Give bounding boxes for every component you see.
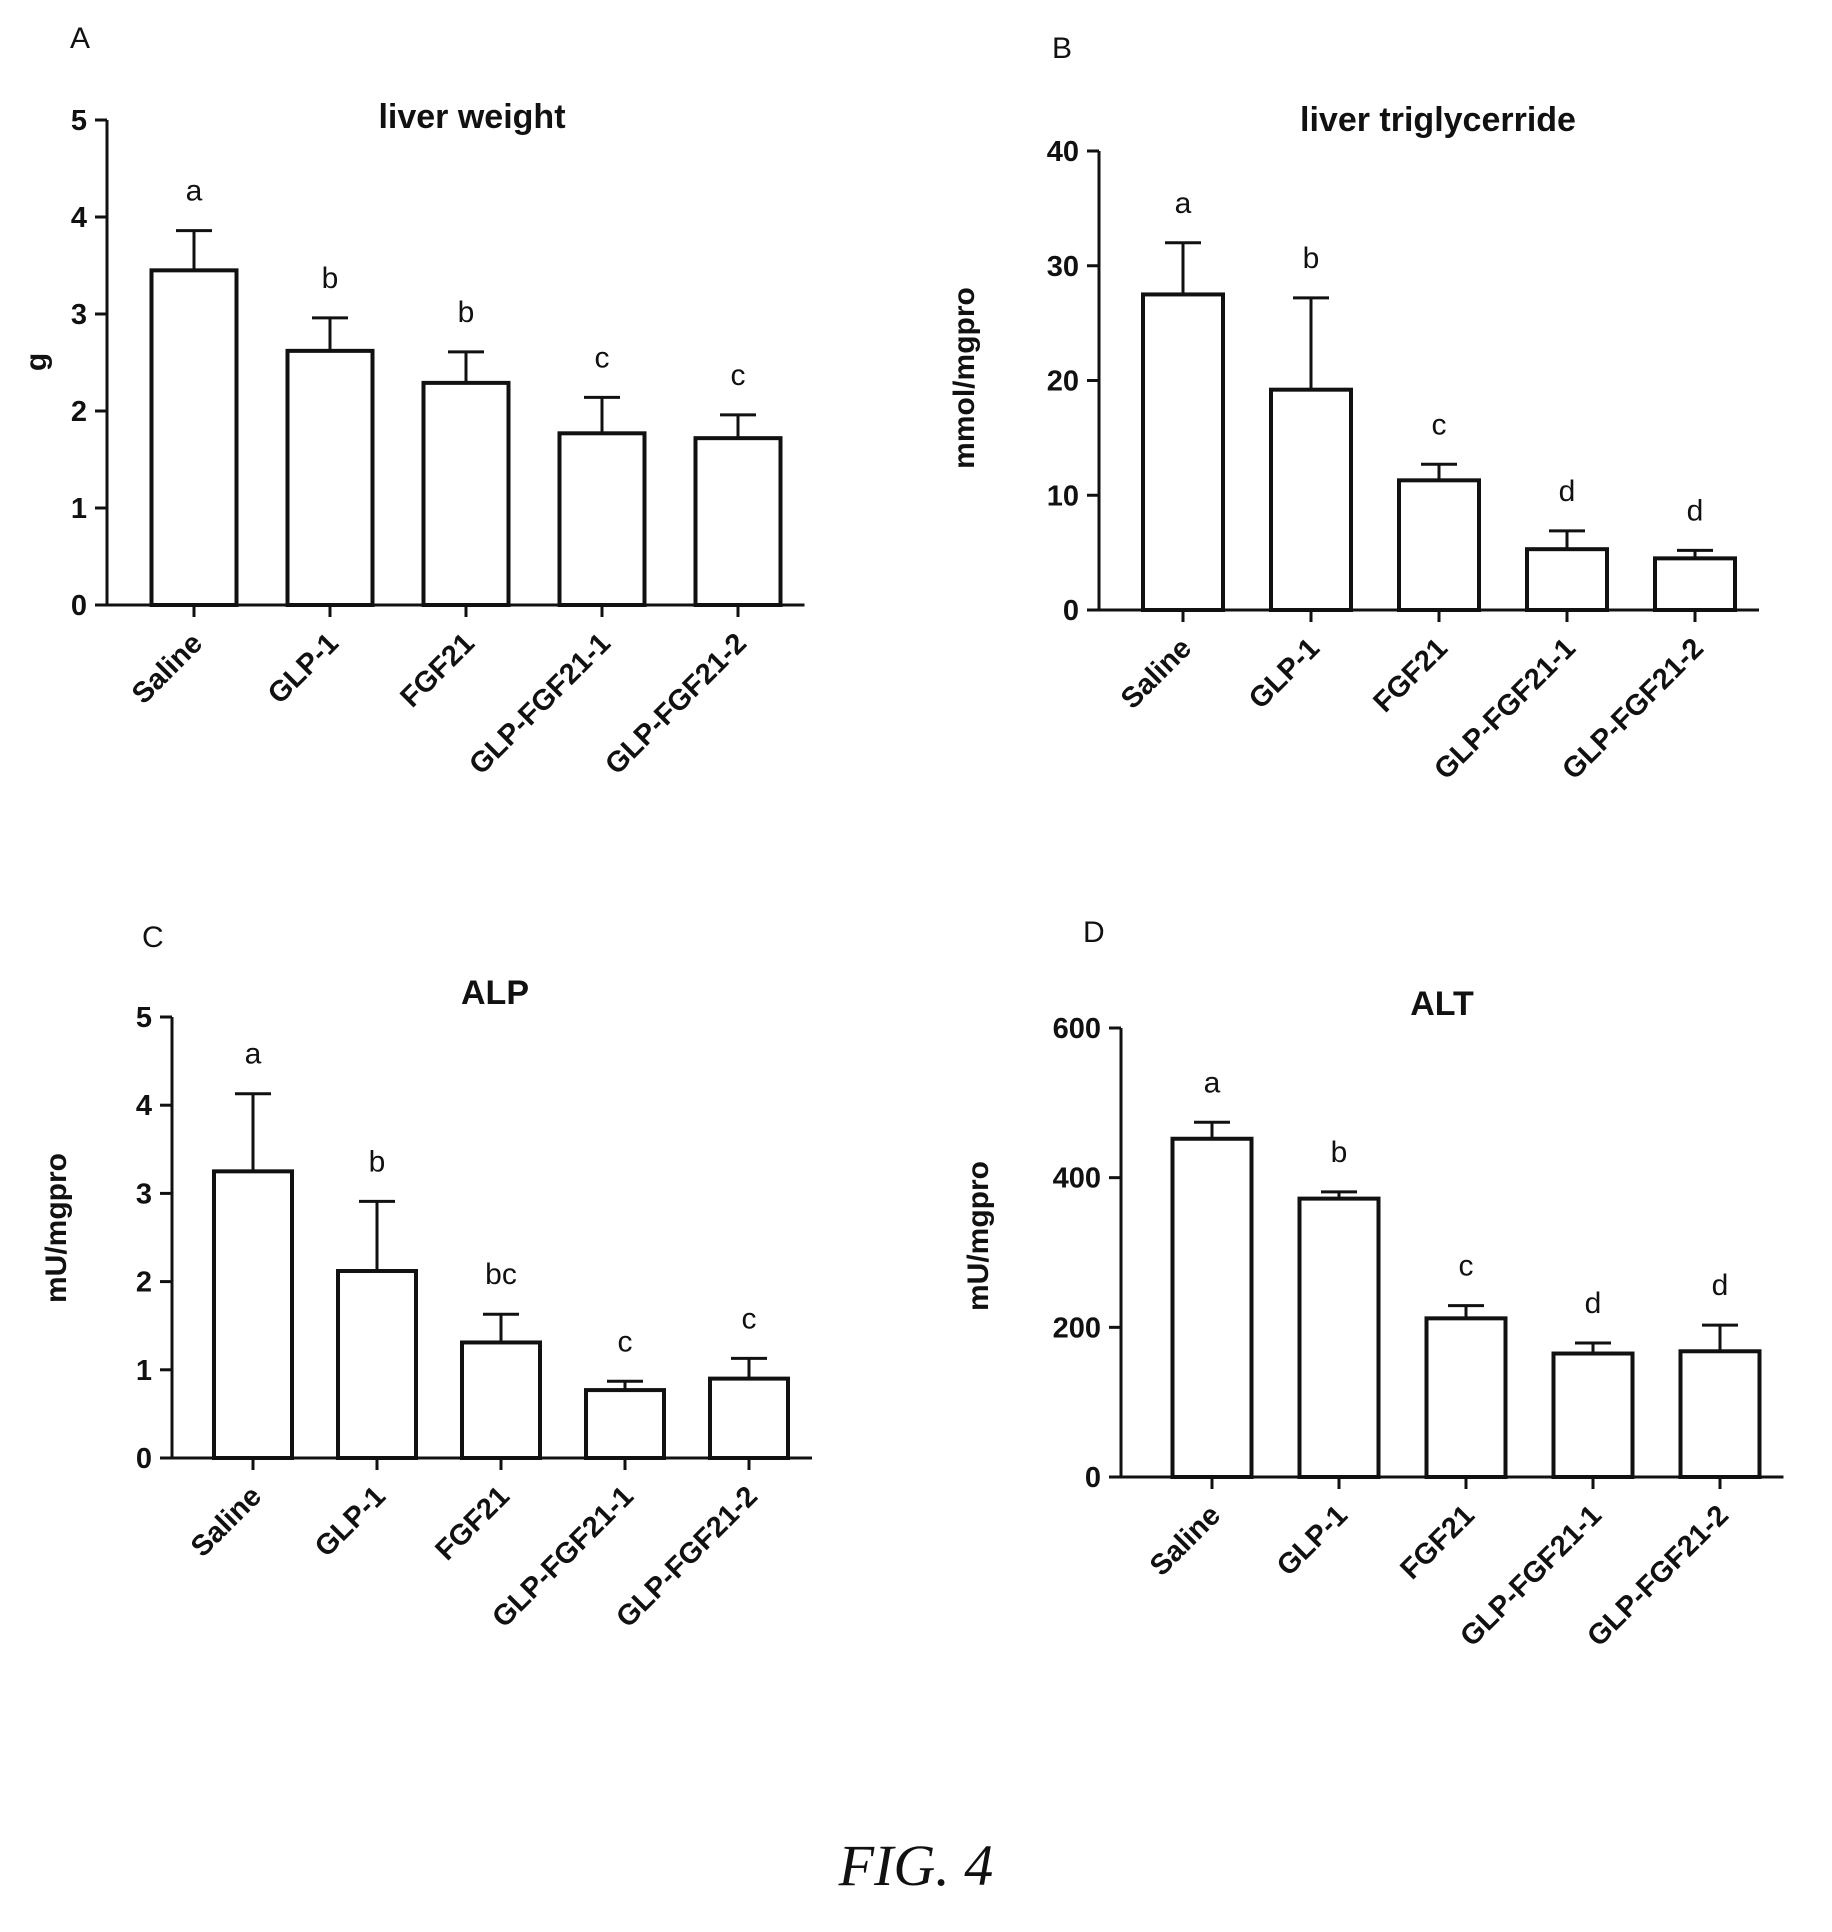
panel-d-significance-letter: b xyxy=(1331,1136,1348,1169)
panel-a-chart: liver weight g 0 1 2 3 4 5 a Saline b GLP-1 b FGF21… xyxy=(20,98,805,781)
panel-d-category-label: Saline xyxy=(1144,1499,1227,1582)
panel-d-significance-letter: d xyxy=(1712,1269,1729,1302)
panel-a-y-tick-label: 0 xyxy=(71,590,87,622)
panel-c-category-label: FGF21 xyxy=(430,1480,516,1566)
panel-b-bar xyxy=(1141,292,1225,612)
panel-d-bar xyxy=(1424,1316,1508,1480)
panel-b-significance-letter: c xyxy=(1432,408,1447,441)
panel-d-significance-letter: a xyxy=(1204,1066,1221,1099)
panel-b-category-label: FGF21 xyxy=(1368,632,1454,718)
panel-b-title: liver triglycerride xyxy=(1300,101,1576,139)
panel-a-category-label: FGF21 xyxy=(395,627,481,713)
panel-b-significance-letter: b xyxy=(1303,242,1320,275)
panel-c-significance-letter: c xyxy=(618,1325,633,1358)
panel-b-y-axis-label: mmol/mgpro xyxy=(948,287,981,469)
panel-b-significance-letter: d xyxy=(1687,494,1704,527)
panel-c-y-axis-label: mU/mgpro xyxy=(40,1153,73,1303)
panel-c-bar xyxy=(708,1376,790,1460)
panel-c-category-label: Saline xyxy=(185,1480,268,1563)
panel-d-significance-letter: d xyxy=(1585,1287,1602,1320)
panel-c-bar xyxy=(212,1169,294,1460)
panel-d-bar xyxy=(1551,1351,1635,1480)
panel-c-category-label: GLP-1 xyxy=(309,1480,392,1563)
panel-a-y-tick-label: 3 xyxy=(71,299,87,331)
panel-a-category-label: Saline xyxy=(126,627,209,710)
panel-c-significance-letter: c xyxy=(742,1302,757,1335)
panel-a-significance-letter: b xyxy=(322,262,339,295)
panel-a-y-tick-label: 2 xyxy=(71,396,87,428)
panel-b-bar xyxy=(1525,547,1609,612)
panel-c-y-tick-label: 3 xyxy=(136,1178,152,1210)
panel-a-y-tick-label: 1 xyxy=(71,493,87,525)
panel-a-category-label: GLP-FGF21-1 xyxy=(463,627,617,781)
panel-a-y-tick-label: 5 xyxy=(71,105,87,137)
panel-b-y-tick-label: 10 xyxy=(1047,480,1079,512)
panel-a-category-label: GLP-FGF21-2 xyxy=(599,627,753,781)
panel-c-bar xyxy=(584,1388,666,1461)
panel-d-significance-letter: c xyxy=(1459,1250,1474,1283)
panel-c-y-tick-label: 1 xyxy=(136,1355,152,1387)
panel-b-significance-letter: a xyxy=(1175,187,1192,220)
panel-c-significance-letter: a xyxy=(245,1038,262,1071)
panel-d-y-tick-label: 200 xyxy=(1053,1312,1101,1344)
figure-caption: FIG. 4 xyxy=(838,1833,994,1898)
panel-a-title: liver weight xyxy=(378,98,565,136)
panel-b-bar xyxy=(1653,556,1737,612)
panel-d-y-tick-label: 0 xyxy=(1085,1462,1101,1494)
panel-b-y-tick-label: 0 xyxy=(1063,595,1079,627)
panel-a-y-axis-label: g xyxy=(20,353,53,371)
panel-c-y-tick-label: 0 xyxy=(136,1443,152,1475)
panel-letter-d: D xyxy=(1083,916,1105,949)
panel-b-y-tick-label: 30 xyxy=(1047,251,1079,283)
panel-a-y-tick-label: 4 xyxy=(71,202,87,234)
panel-a-bar xyxy=(285,348,375,607)
panel-b-chart: liver triglycerride mmol/mgpro 0 10 20 30 40… xyxy=(948,101,1759,786)
panel-a-significance-letter: c xyxy=(595,341,610,374)
panel-c-y-tick-label: 2 xyxy=(136,1267,152,1299)
panel-c-bar xyxy=(336,1269,418,1460)
panel-d-chart: ALT mU/mgpro 0 200 400 600 a Saline b GLP-1 c FGF… xyxy=(962,985,1784,1653)
panel-c-y-tick-label: 4 xyxy=(136,1090,152,1122)
panel-letter-c: C xyxy=(142,921,164,954)
panel-a-category-label: GLP-1 xyxy=(262,627,345,710)
panel-d-y-tick-label: 400 xyxy=(1053,1163,1101,1195)
panel-d-category-label: FGF21 xyxy=(1395,1499,1481,1585)
panel-c-title: ALP xyxy=(461,974,529,1012)
panel-letter-b: B xyxy=(1052,32,1072,65)
panel-d-bar xyxy=(1170,1136,1254,1479)
panel-c-significance-letter: bc xyxy=(485,1258,517,1291)
panel-b-bar xyxy=(1397,478,1481,612)
panel-b-bar xyxy=(1269,387,1353,612)
panel-d-bar xyxy=(1297,1196,1381,1479)
panel-a-bar xyxy=(557,431,647,607)
panel-d-y-tick-label: 600 xyxy=(1053,1013,1101,1045)
panel-b-category-label: Saline xyxy=(1115,632,1198,715)
panel-c-chart: ALP mU/mgpro 0 1 2 3 4 5 a Saline b GLP-1 bc FGF21 c… xyxy=(40,974,812,1634)
panel-letter-a: A xyxy=(70,22,90,55)
panel-b-y-tick-label: 20 xyxy=(1047,366,1079,398)
panel-b-category-label: GLP-1 xyxy=(1243,632,1326,715)
panel-b-significance-letter: d xyxy=(1559,475,1576,508)
panel-a-bar xyxy=(421,380,511,607)
panel-a-bar xyxy=(149,268,239,607)
panel-c-bar xyxy=(460,1340,542,1461)
panel-d-category-label: GLP-1 xyxy=(1271,1499,1354,1582)
panel-d-bar xyxy=(1678,1349,1762,1480)
panel-a-bar xyxy=(693,436,783,607)
panel-c-significance-letter: b xyxy=(369,1145,386,1178)
panel-c-y-tick-label: 5 xyxy=(136,1002,152,1034)
panel-d-y-axis-label: mU/mgpro xyxy=(962,1161,995,1311)
panel-a-significance-letter: c xyxy=(731,359,746,392)
panel-a-significance-letter: b xyxy=(458,296,475,329)
panel-a-significance-letter: a xyxy=(186,175,203,208)
panel-b-y-tick-label: 40 xyxy=(1047,136,1079,168)
panel-d-title: ALT xyxy=(1410,985,1474,1023)
